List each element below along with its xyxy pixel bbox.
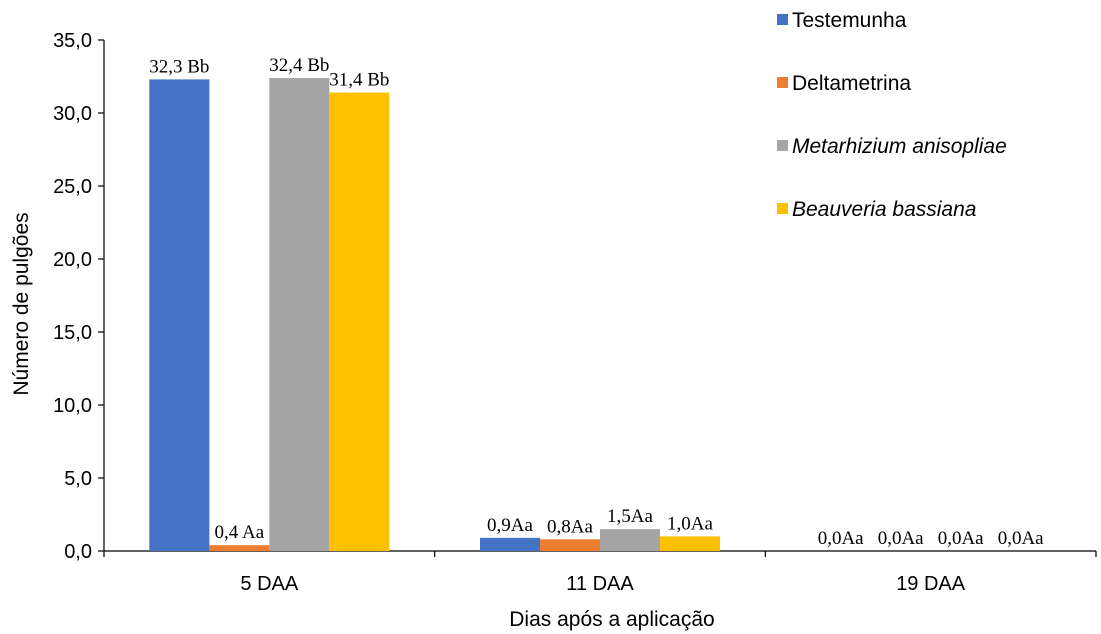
x-tick-label: 11 DAA xyxy=(566,573,634,595)
y-tick-label: 10,0 xyxy=(53,395,92,417)
legend: Testemunha Deltametrina Metarhizium anisop… xyxy=(777,9,1007,221)
data-label: 0,8Aa xyxy=(547,516,593,537)
legend-swatch xyxy=(777,77,788,88)
x-tick-label: 5 DAA xyxy=(240,573,298,595)
data-label: 0,0Aa xyxy=(938,528,984,549)
bar xyxy=(209,545,270,551)
data-label: 0,9Aa xyxy=(487,515,533,536)
bar xyxy=(329,92,390,551)
y-tick-label: 5,0 xyxy=(64,468,92,490)
bar xyxy=(480,537,540,551)
x-axis: 5 DAA 11 DAA 19 DAA xyxy=(103,550,1097,595)
legend-label: Testemunha xyxy=(792,9,907,32)
data-label: 0,0Aa xyxy=(878,528,924,549)
x-tick-label: 19 DAA xyxy=(896,573,966,595)
legend-label: Beauveria bassiana xyxy=(792,198,976,221)
y-tick-label: 0,0 xyxy=(64,541,92,563)
legend-swatch xyxy=(777,14,788,25)
legend-label: Deltametrina xyxy=(792,72,911,95)
y-axis: 0,0 5,0 10,0 15,0 20,0 25,0 30,0 35,0 xyxy=(53,30,105,563)
bars xyxy=(149,77,720,552)
legend-swatch xyxy=(777,203,788,214)
bar xyxy=(600,529,660,551)
bar xyxy=(269,77,330,552)
data-label: 0,0Aa xyxy=(998,528,1044,549)
data-label: 0,0Aa xyxy=(818,528,864,549)
y-tick-label: 30,0 xyxy=(53,103,92,125)
y-tick-label: 20,0 xyxy=(53,249,92,271)
data-label: 0,4 Aa xyxy=(215,522,265,543)
data-label: 1,5Aa xyxy=(607,506,653,527)
y-tick-label: 25,0 xyxy=(53,176,92,198)
data-label: 1,0Aa xyxy=(667,513,713,534)
x-axis-title: Dias após a aplicação xyxy=(509,608,714,631)
legend-label: Metarhizium anisopliae xyxy=(792,135,1007,158)
bar xyxy=(149,79,210,552)
data-label: 32,3 Bb xyxy=(149,56,209,77)
y-tick-label: 35,0 xyxy=(53,30,92,52)
bar xyxy=(540,539,600,551)
y-axis-title: Número de pulgões xyxy=(10,212,33,395)
bar xyxy=(660,536,720,551)
data-label: 31,4 Bb xyxy=(329,70,389,91)
legend-swatch xyxy=(777,140,788,151)
y-tick-label: 15,0 xyxy=(53,322,92,344)
data-label: 32,4 Bb xyxy=(269,55,329,76)
